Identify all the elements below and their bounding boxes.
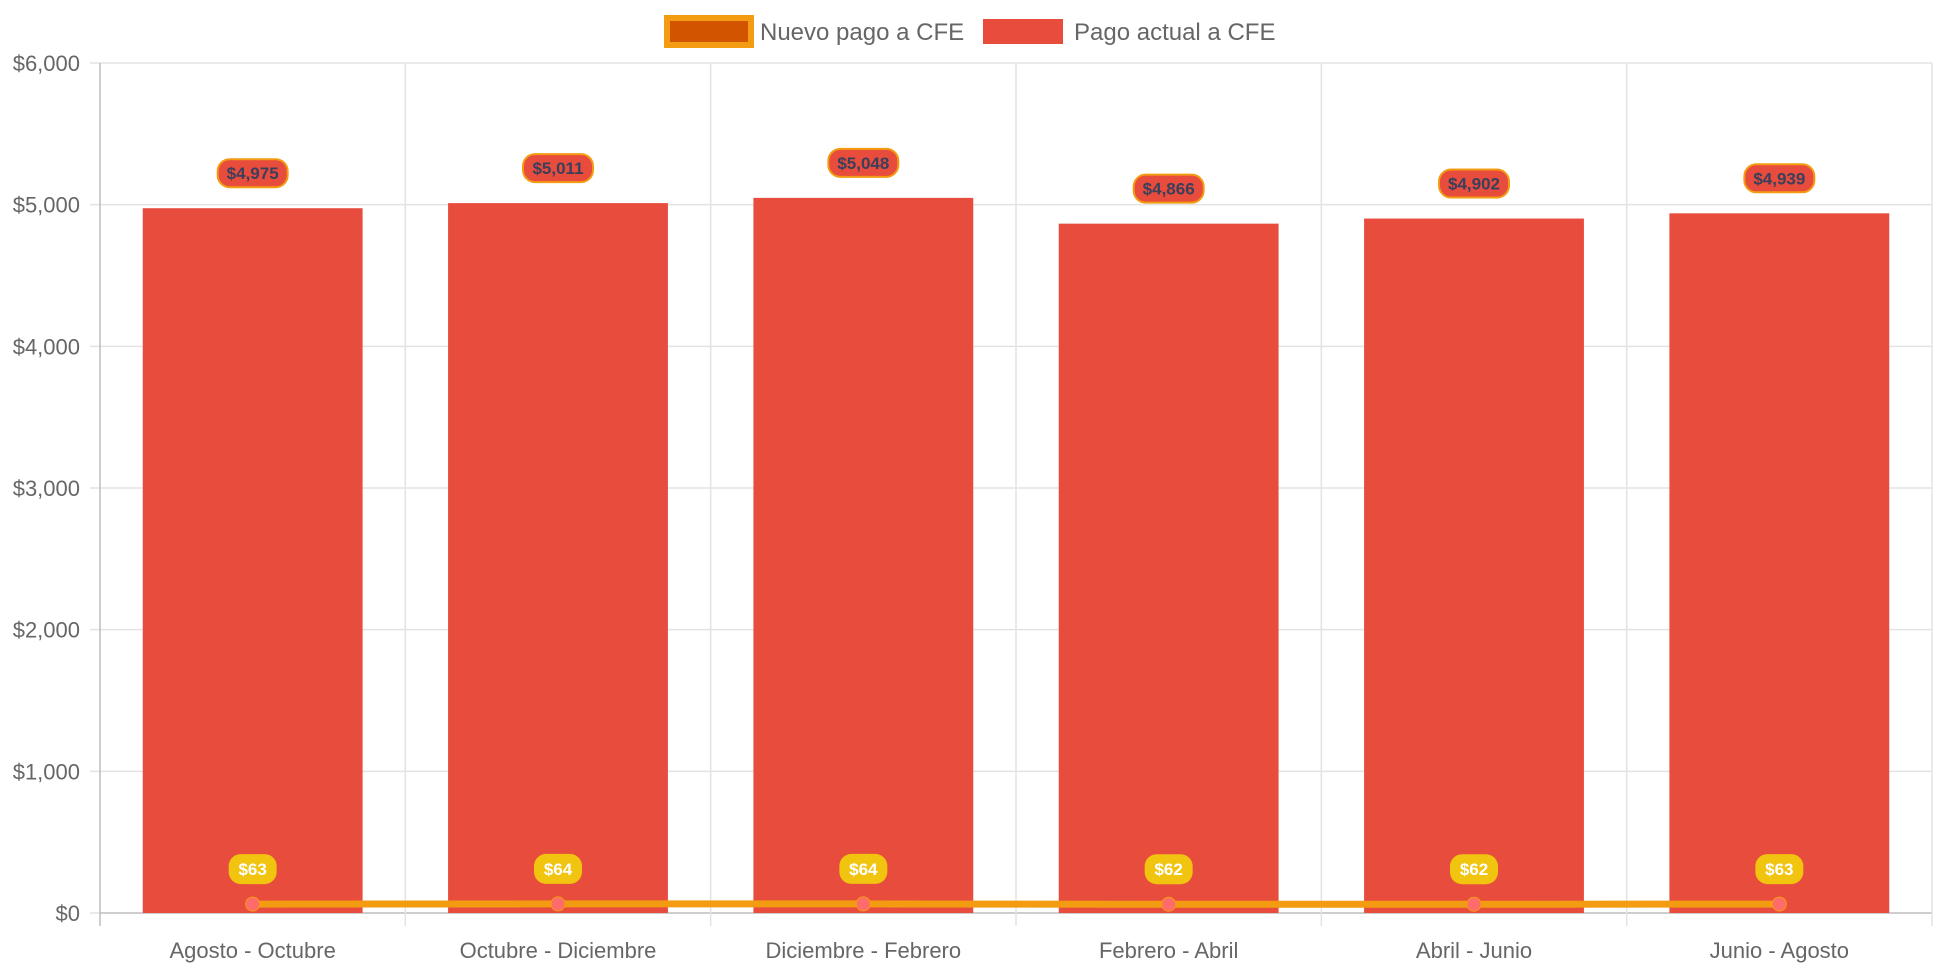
bar[interactable] [1058, 223, 1279, 913]
line-label-badge [534, 853, 582, 884]
legend-item-nuevo-pago[interactable]: Nuevo pago a CFE [664, 15, 964, 48]
x-tick-label: Febrero - Abril [1099, 938, 1238, 963]
y-tick-label: $2,000 [13, 618, 80, 643]
legend-item-pago-actual[interactable]: Pago actual a CFE [983, 19, 1275, 46]
bar[interactable] [142, 208, 363, 914]
legend[interactable]: Nuevo pago a CFE Pago actual a CFE [664, 15, 1275, 48]
line-point[interactable] [1161, 896, 1177, 912]
x-tick-label: Junio - Agosto [1710, 938, 1849, 963]
bar-series [142, 197, 1890, 914]
bar-data-label: $5,048 [837, 154, 889, 173]
bar-data-label: $4,902 [1448, 175, 1500, 194]
bar[interactable] [1364, 218, 1584, 914]
bar-label-badge [827, 147, 900, 178]
line-point[interactable] [1771, 896, 1787, 912]
line-series [245, 896, 1787, 912]
x-tick-label: Agosto - Octubre [170, 938, 336, 963]
line-label-badge [1144, 854, 1193, 885]
line-label-badge [839, 853, 888, 884]
bar-label-badge [1438, 168, 1510, 199]
bar-label-badge [1743, 163, 1816, 194]
line-point[interactable] [855, 896, 871, 912]
y-tick-label: $1,000 [13, 759, 80, 784]
bar[interactable] [448, 203, 668, 913]
line-data-label: $64 [544, 860, 573, 879]
grid [90, 62, 1933, 926]
line-data-label: $62 [1154, 860, 1182, 879]
y-tick-label: $4,000 [13, 334, 80, 359]
line-label-badge [228, 854, 277, 885]
line-label-badge [1450, 854, 1498, 885]
line-data-label: $62 [1460, 860, 1488, 879]
legend-swatch-bar [983, 19, 1063, 44]
data-labels: $4,975 $5,011 $5,048 $4,866 $4,902 $4,939 $63 $… [216, 147, 1816, 885]
legend-label: Pago actual a CFE [1074, 19, 1275, 46]
line-data-label: $64 [849, 860, 878, 879]
line-label-badge [1755, 854, 1804, 885]
bar-label-badge [1132, 173, 1205, 204]
y-tick-label: $6,000 [13, 51, 80, 76]
x-tick-label: Octubre - Diciembre [460, 938, 657, 963]
line-data-label: $63 [238, 860, 266, 879]
bar[interactable] [1669, 213, 1890, 913]
bar-data-label: $4,975 [227, 164, 279, 183]
x-tick-label: Diciembre - Febrero [766, 938, 962, 963]
x-tick-label: Abril - Junio [1416, 938, 1532, 963]
line-point[interactable] [550, 896, 566, 912]
bar-label-badge [216, 158, 289, 189]
line-point[interactable] [245, 896, 261, 912]
legend-swatch-line [664, 15, 754, 48]
line-data-label: $63 [1765, 860, 1793, 879]
legend-label: Nuevo pago a CFE [760, 19, 964, 46]
y-tick-label: $5,000 [13, 193, 80, 218]
bar-data-label: $4,866 [1143, 180, 1195, 199]
axes: $0 $1,000 $2,000 $3,000 $4,000 $5,000 $6,000 Ag… [13, 51, 1849, 963]
line-point[interactable] [1466, 896, 1482, 912]
y-tick-label: $0 [56, 901, 80, 926]
bar-label-badge [522, 153, 594, 184]
bar-data-label: $4,939 [1753, 169, 1805, 188]
bar-data-label: $5,011 [532, 159, 583, 178]
bar[interactable] [753, 197, 974, 913]
y-tick-label: $3,000 [13, 476, 80, 501]
